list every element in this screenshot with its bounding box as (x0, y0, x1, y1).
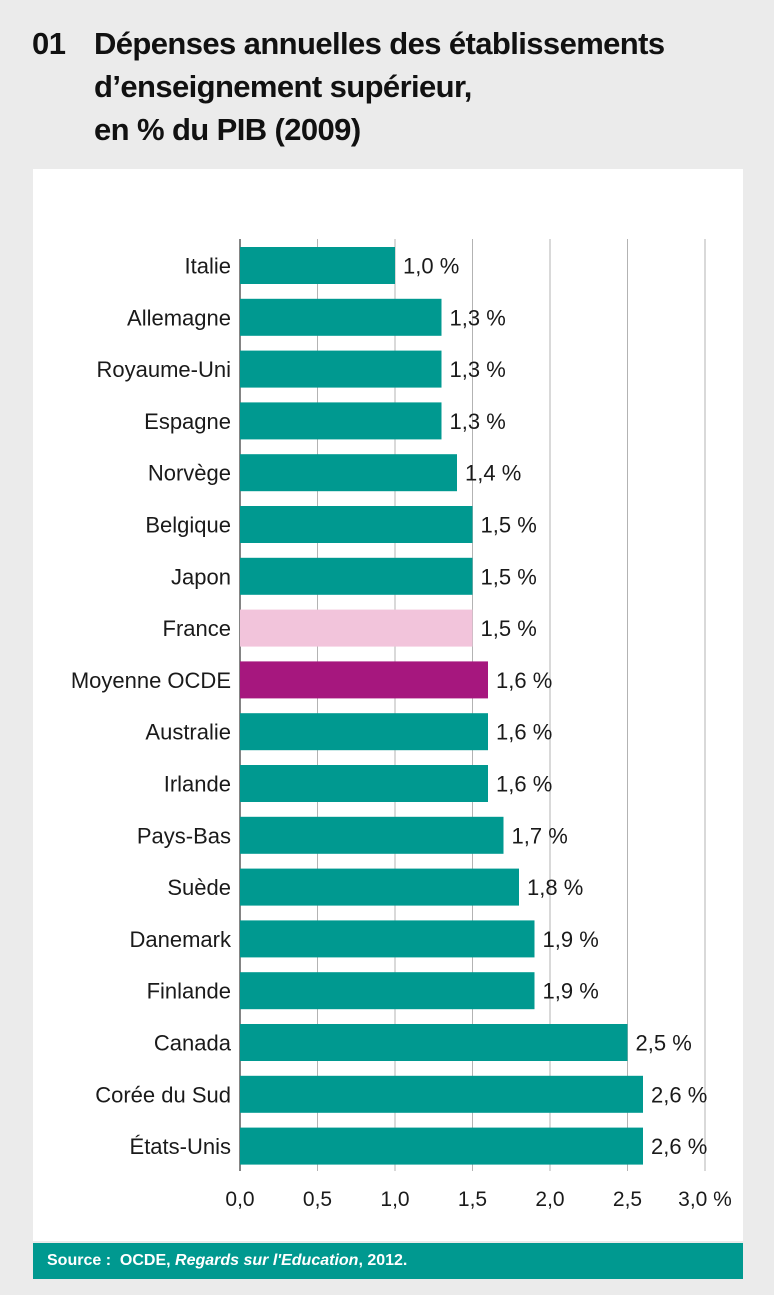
value-label: 2,6 % (651, 1082, 707, 1107)
category-label: Norvège (148, 461, 231, 486)
category-label: France (163, 616, 231, 641)
source-year: , 2012. (358, 1252, 408, 1269)
source-publication: Regards sur l'Education (175, 1252, 359, 1269)
category-label: États-Unis (130, 1134, 231, 1159)
chart-title-line-1: Dépenses annuelles des établissements (94, 26, 665, 61)
bar (240, 713, 488, 751)
x-tick-label: 0,5 (303, 1188, 332, 1211)
category-labels: Italie Allemagne Royaume-Uni Espagne Norvège… (71, 254, 232, 1160)
bar (240, 557, 473, 595)
x-tick-label: 2,0 (535, 1188, 564, 1211)
gridlines (239, 239, 706, 1171)
value-label: 1,8 % (527, 875, 583, 900)
category-label: Irlande (164, 772, 231, 797)
category-label: Pays-Bas (137, 823, 231, 848)
bar (240, 454, 457, 492)
category-label: Moyenne OCDE (71, 668, 231, 693)
bar (240, 816, 504, 854)
bar-chart: Italie Allemagne Royaume-Uni Espagne Norvège… (71, 239, 732, 1211)
bar (240, 298, 442, 336)
value-label: 1,3 % (450, 305, 506, 330)
value-label: 1,9 % (543, 979, 599, 1004)
bar (240, 765, 488, 802)
bar (240, 609, 473, 647)
bar (240, 350, 442, 388)
bar (240, 972, 535, 1010)
category-label: Italie (185, 254, 231, 279)
chart-header: 01 Dépenses annuelles des établissements… (32, 22, 752, 151)
bar (240, 247, 395, 284)
category-label: Corée du Sud (95, 1082, 231, 1107)
source-org: OCDE, (119, 1252, 171, 1269)
value-label: 1,3 % (450, 357, 506, 382)
x-tick-label: 1,5 (458, 1188, 487, 1211)
category-label: Danemark (130, 927, 232, 952)
value-label: 1,5 % (481, 564, 537, 589)
chart-title: Dépenses annuelles des établissements d’… (94, 22, 665, 151)
value-label: 2,5 % (636, 1031, 692, 1056)
value-label: 2,6 % (651, 1134, 707, 1159)
source-bar: Source : OCDE, Regards sur l'Education, … (33, 1243, 743, 1279)
x-tick-label: 1,0 (380, 1188, 409, 1211)
value-label: 1,5 % (481, 616, 537, 641)
value-label: 1,0 % (403, 254, 459, 279)
bar (240, 402, 442, 440)
chart-title-line-3: en % du PIB (2009) (94, 112, 361, 147)
x-tick-label: 2,5 (613, 1188, 642, 1211)
value-label: 1,6 % (496, 720, 552, 745)
category-label: Belgique (145, 513, 231, 538)
bar (240, 1024, 628, 1061)
value-label: 1,3 % (450, 409, 506, 434)
source-label: Source : (47, 1252, 112, 1269)
category-label: Suède (167, 875, 231, 900)
category-label: Espagne (144, 409, 231, 434)
category-label: Canada (154, 1031, 232, 1056)
value-label: 1,9 % (543, 927, 599, 952)
category-label: Australie (145, 720, 231, 745)
chart-title-line-2: d’enseignement supérieur, (94, 69, 472, 104)
category-label: Royaume-Uni (97, 357, 232, 382)
value-labels: 1,0 % 1,3 % 1,3 % 1,3 % 1,4 % 1,5 % 1,5 % 1,5 %… (403, 254, 707, 1160)
bar (240, 920, 535, 958)
chart-panel: Italie Allemagne Royaume-Uni Espagne Norvège… (33, 169, 743, 1241)
bars (240, 247, 643, 1165)
bar (240, 1127, 643, 1165)
value-label: 1,4 % (465, 461, 521, 486)
figure-number: 01 (32, 26, 66, 61)
value-label: 1,6 % (496, 772, 552, 797)
value-label: 1,6 % (496, 668, 552, 693)
bar (240, 1075, 643, 1113)
x-axis-tick-labels: 0,0 0,5 1,0 1,5 2,0 2,5 3,0 % (225, 1188, 731, 1211)
category-label: Allemagne (127, 305, 231, 330)
x-tick-label: 3,0 % (678, 1188, 732, 1211)
value-label: 1,5 % (481, 513, 537, 538)
bar (240, 661, 488, 699)
category-label: Japon (171, 564, 231, 589)
bar (240, 868, 519, 906)
category-label: Finlande (147, 979, 231, 1004)
value-label: 1,7 % (512, 823, 568, 848)
bar (240, 506, 473, 543)
x-tick-label: 0,0 (225, 1188, 254, 1211)
